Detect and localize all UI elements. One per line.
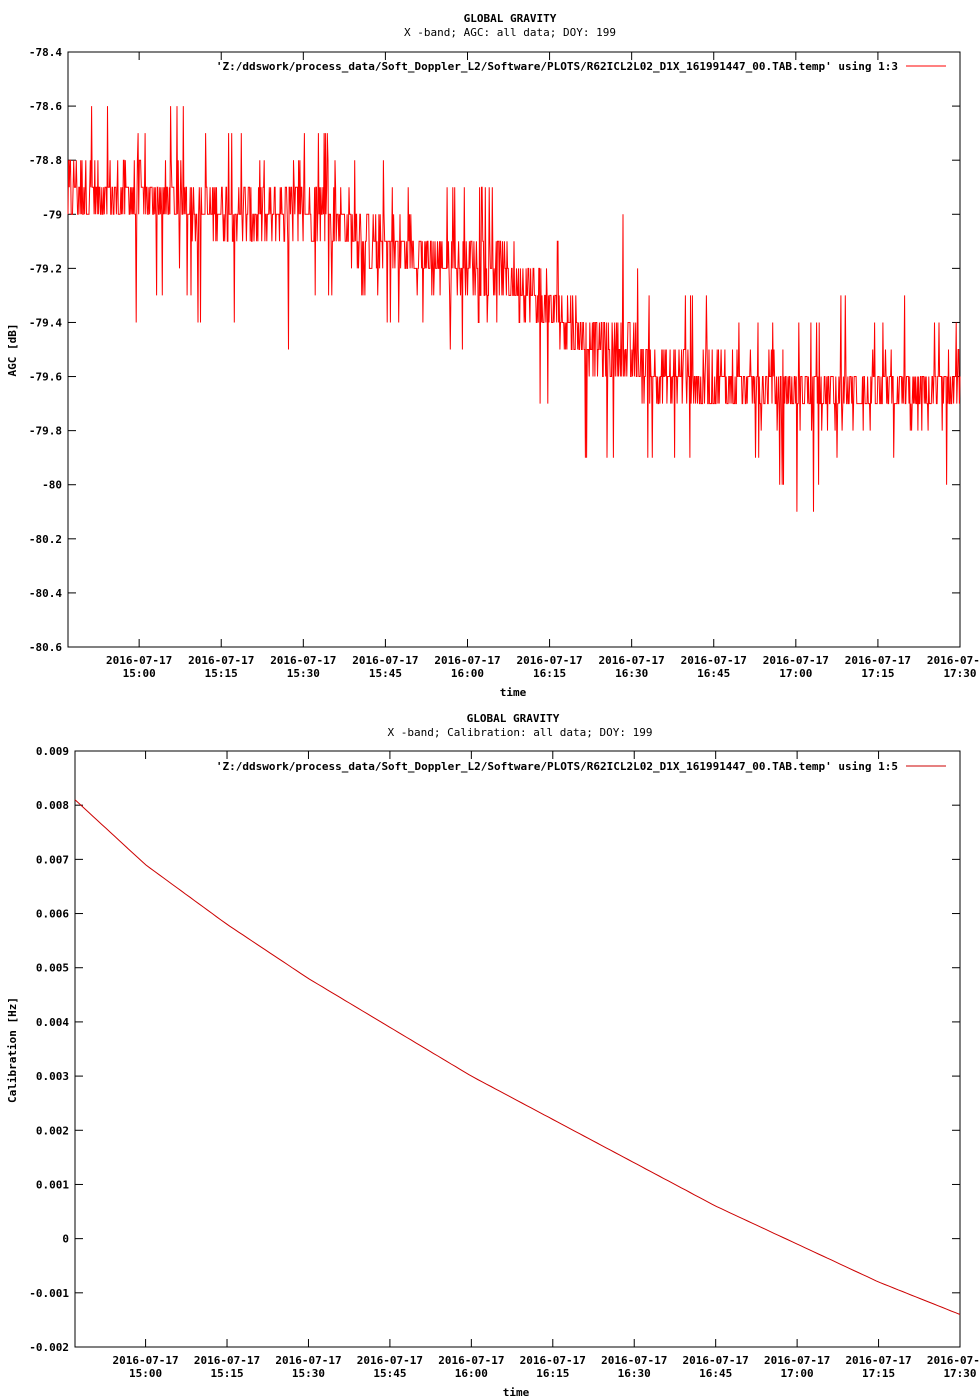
y-tick-label: -80.4 bbox=[29, 587, 62, 600]
x-tick-label-time: 15:45 bbox=[369, 667, 402, 680]
x-tick-label-time: 15:15 bbox=[205, 667, 238, 680]
plot-frame bbox=[74, 750, 961, 1348]
y-tick-label: 0.005 bbox=[36, 962, 69, 975]
y-axis-label: AGC [dB] bbox=[6, 324, 19, 377]
x-tick-label-date: 2016-07-17 bbox=[683, 1354, 749, 1367]
x-tick-label-time: 16:00 bbox=[455, 1367, 488, 1380]
x-tick-label-date: 2016-07-17 bbox=[845, 1354, 911, 1367]
y-tick-label: -78.8 bbox=[29, 154, 62, 167]
y-tick-label: 0.006 bbox=[36, 908, 69, 921]
x-tick-label-time: 17:00 bbox=[779, 667, 812, 680]
y-tick-label: -80 bbox=[42, 479, 62, 492]
plot-frame bbox=[67, 51, 961, 648]
x-tick-label-date: 2016-07-17 bbox=[270, 654, 336, 667]
legend-label: 'Z:/ddswork/process_data/Soft_Doppler_L2… bbox=[216, 760, 898, 773]
x-tick-label-date: 2016-07-17 bbox=[845, 654, 911, 667]
x-tick-label-time: 16:30 bbox=[615, 667, 648, 680]
x-tick-label-date: 2016-07-17 bbox=[352, 654, 418, 667]
x-tick-label-time: 15:30 bbox=[287, 667, 320, 680]
y-tick-label: -79 bbox=[42, 208, 62, 221]
x-tick-label-date: 2016-07-17 bbox=[927, 1354, 980, 1367]
y-tick-label: -79.4 bbox=[29, 316, 62, 329]
y-tick-label: -0.002 bbox=[29, 1341, 69, 1354]
series-line bbox=[67, 106, 961, 512]
y-tick-label: 0.008 bbox=[36, 799, 69, 812]
x-tick-label-time: 15:00 bbox=[123, 667, 156, 680]
x-tick-label-time: 16:15 bbox=[536, 1367, 569, 1380]
y-tick-label: -80.2 bbox=[29, 533, 62, 546]
x-tick-label-time: 17:15 bbox=[862, 1367, 895, 1380]
x-tick-label-date: 2016-07-17 bbox=[764, 1354, 830, 1367]
y-tick-label: -0.001 bbox=[29, 1287, 69, 1300]
x-tick-label-date: 2016-07-17 bbox=[927, 654, 980, 667]
x-axis-label: time bbox=[503, 1386, 530, 1399]
x-tick-label-time: 15:15 bbox=[210, 1367, 243, 1380]
chart-subtitle: X -band; Calibration: all data; DOY: 199 bbox=[388, 726, 653, 739]
chart-title: GLOBAL GRAVITY bbox=[464, 12, 557, 25]
x-tick-label-time: 16:45 bbox=[697, 667, 730, 680]
x-tick-label-date: 2016-07-17 bbox=[106, 654, 172, 667]
x-tick-label-date: 2016-07-17 bbox=[601, 1354, 667, 1367]
x-tick-label-time: 16:15 bbox=[533, 667, 566, 680]
x-tick-label-date: 2016-07-17 bbox=[520, 1354, 586, 1367]
x-tick-label-date: 2016-07-17 bbox=[275, 1354, 341, 1367]
x-tick-label-date: 2016-07-17 bbox=[516, 654, 582, 667]
y-tick-label: 0.003 bbox=[36, 1070, 69, 1083]
x-tick-label-date: 2016-07-17 bbox=[194, 1354, 260, 1367]
y-tick-label: -79.6 bbox=[29, 371, 62, 384]
x-tick-label-time: 16:45 bbox=[699, 1367, 732, 1380]
y-tick-label: 0.007 bbox=[36, 853, 69, 866]
x-tick-label-date: 2016-07-17 bbox=[357, 1354, 423, 1367]
x-tick-label-date: 2016-07-17 bbox=[438, 1354, 504, 1367]
x-tick-label-time: 17:30 bbox=[943, 1367, 976, 1380]
x-tick-label-date: 2016-07-17 bbox=[434, 654, 500, 667]
x-tick-label-date: 2016-07-17 bbox=[112, 1354, 178, 1367]
calibration-chart: GLOBAL GRAVITY X -band; Calibration: all… bbox=[6, 712, 980, 1399]
x-tick-label-date: 2016-07-17 bbox=[763, 654, 829, 667]
x-axis-label: time bbox=[500, 686, 527, 699]
x-tick-label-time: 15:00 bbox=[129, 1367, 162, 1380]
y-tick-label: 0.002 bbox=[36, 1124, 69, 1137]
y-tick-label: 0 bbox=[62, 1233, 69, 1246]
x-tick-label-time: 17:00 bbox=[781, 1367, 814, 1380]
x-tick-label-date: 2016-07-17 bbox=[188, 654, 254, 667]
chart-title: GLOBAL GRAVITY bbox=[467, 712, 560, 725]
x-tick-label-time: 16:00 bbox=[451, 667, 484, 680]
y-tick-label: -79.8 bbox=[29, 425, 62, 438]
agc-chart: GLOBAL GRAVITY X -band; AGC: all data; D… bbox=[6, 12, 980, 699]
x-tick-label-time: 17:15 bbox=[861, 667, 894, 680]
y-tick-label: -80.6 bbox=[29, 641, 62, 654]
y-tick-label: -79.2 bbox=[29, 262, 62, 275]
x-tick-label-time: 16:30 bbox=[618, 1367, 651, 1380]
y-tick-label: -78.6 bbox=[29, 100, 62, 113]
y-tick-label: 0.001 bbox=[36, 1178, 69, 1191]
chart-subtitle: X -band; AGC: all data; DOY: 199 bbox=[404, 26, 616, 39]
y-tick-label: -78.4 bbox=[29, 46, 62, 59]
series-line bbox=[74, 799, 961, 1315]
legend-label: 'Z:/ddswork/process_data/Soft_Doppler_L2… bbox=[216, 60, 898, 73]
x-tick-label-date: 2016-07-17 bbox=[681, 654, 747, 667]
y-axis-label: Calibration [Hz] bbox=[6, 997, 19, 1103]
x-tick-label-time: 17:30 bbox=[943, 667, 976, 680]
x-tick-label-date: 2016-07-17 bbox=[599, 654, 665, 667]
y-tick-label: 0.004 bbox=[36, 1016, 69, 1029]
x-tick-label-time: 15:45 bbox=[373, 1367, 406, 1380]
x-tick-label-time: 15:30 bbox=[292, 1367, 325, 1380]
y-tick-label: 0.009 bbox=[36, 745, 69, 758]
